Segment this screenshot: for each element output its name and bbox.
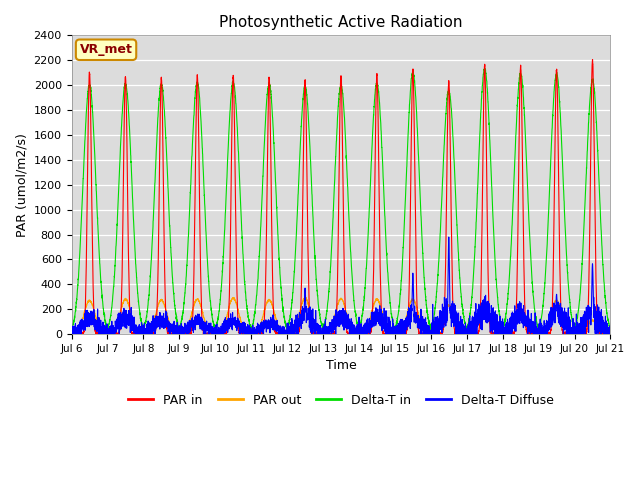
X-axis label: Time: Time [326, 360, 356, 372]
Text: VR_met: VR_met [79, 43, 132, 56]
Legend: PAR in, PAR out, Delta-T in, Delta-T Diffuse: PAR in, PAR out, Delta-T in, Delta-T Dif… [123, 389, 559, 411]
Title: Photosynthetic Active Radiation: Photosynthetic Active Radiation [220, 15, 463, 30]
Y-axis label: PAR (umol/m2/s): PAR (umol/m2/s) [15, 133, 28, 237]
